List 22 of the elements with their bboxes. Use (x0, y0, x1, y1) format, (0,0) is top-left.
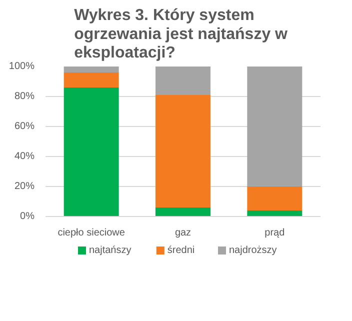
bar (64, 66, 119, 72)
y-tick-label: 80% (14, 91, 35, 102)
y-tick-label: 0% (20, 211, 35, 222)
y-tick-label: 40% (14, 151, 35, 162)
bar (156, 95, 210, 208)
x-tick-label: gaz (174, 228, 192, 238)
y-tick-label: 20% (14, 181, 35, 192)
bar (247, 186, 302, 210)
chart-title: Wykres 3. Który system ogrzewania jest najtańszy w eksploatacji? (74, 7, 288, 62)
bar (247, 66, 302, 186)
x-tick-label: ciepło sieciowe (58, 228, 126, 238)
bar (156, 208, 210, 216)
legend-label: średni (167, 245, 195, 256)
legend-label: najtańszy (89, 245, 132, 256)
y-tick-label: 100% (8, 61, 35, 72)
legend-label: najdroższy (229, 245, 277, 256)
bar (64, 88, 119, 216)
bar (64, 72, 119, 88)
y-tick-label: 60% (14, 121, 35, 132)
x-tick-label: prąd (264, 228, 285, 238)
bar (156, 66, 210, 95)
bar (247, 210, 302, 216)
